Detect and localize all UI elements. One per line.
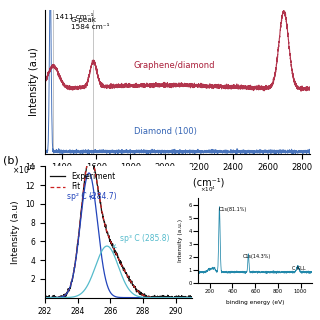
Fit [81,196,84,199]
Experiment [81,194,85,198]
Text: G-peak
1584 cm⁻¹: G-peak 1584 cm⁻¹ [70,18,109,30]
Experiment [89,154,92,158]
Experiment [43,296,47,300]
Text: 1411 cm⁻¹: 1411 cm⁻¹ [55,13,93,20]
X-axis label: binding energy (eV): binding energy (eV) [226,300,284,305]
Line: Fit: Fit [45,156,192,298]
Fit [141,293,145,297]
Text: sp³ C (285.8): sp³ C (285.8) [113,234,170,248]
Text: sp² C (284.7): sp² C (284.7) [67,192,116,201]
Fit [190,296,194,300]
Experiment [154,296,158,300]
Text: C KLL: C KLL [292,266,305,270]
Text: Diamond (100): Diamond (100) [134,127,197,136]
Experiment [190,295,194,299]
Experiment [49,299,52,302]
Text: $\times 10^{13}$: $\times 10^{13}$ [12,164,37,176]
Y-axis label: Intensity (a.u): Intensity (a.u) [11,200,20,264]
X-axis label: Raman shift (cm⁻¹): Raman shift (cm⁻¹) [131,178,224,188]
Fit [69,283,73,286]
Experiment [110,243,114,247]
Text: $\times 10^4$: $\times 10^4$ [200,185,215,194]
Y-axis label: Intensity (a.u): Intensity (a.u) [29,47,39,116]
Experiment [142,293,146,297]
Fit [43,296,47,300]
Legend: Experiment, Fit: Experiment, Fit [49,170,117,193]
Line: Experiment: Experiment [45,156,192,300]
Fit [130,281,134,285]
Text: (b): (b) [3,155,19,165]
Fit [154,296,158,300]
Experiment [69,281,73,285]
Fit [110,242,114,246]
Experiment [130,281,134,284]
Text: C1s(81.1%): C1s(81.1%) [218,207,246,212]
Text: Graphene/diamond: Graphene/diamond [134,61,215,70]
Text: C1s(14.3%): C1s(14.3%) [243,254,271,259]
Fit [88,155,92,158]
Y-axis label: Intensity (a.u.): Intensity (a.u.) [178,219,183,262]
